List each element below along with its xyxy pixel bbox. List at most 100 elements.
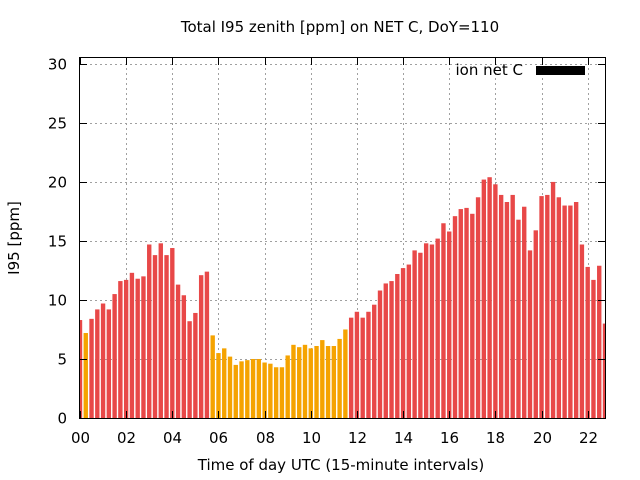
bar	[256, 358, 262, 418]
bar	[285, 355, 290, 418]
axis-ticks	[80, 58, 605, 419]
x-tick-label: 02	[117, 429, 136, 447]
bar	[216, 353, 221, 418]
bar	[118, 281, 123, 418]
bar	[268, 363, 273, 418]
bars	[80, 177, 605, 418]
bar	[291, 344, 296, 418]
bar	[227, 356, 233, 418]
bar	[475, 197, 481, 418]
bar	[112, 294, 117, 418]
bar	[504, 202, 510, 418]
bar	[435, 238, 440, 418]
bar	[158, 243, 163, 418]
bar	[470, 213, 475, 418]
bar	[123, 279, 129, 418]
bar	[487, 177, 492, 418]
bar	[302, 344, 308, 418]
bar	[135, 278, 140, 418]
bar	[585, 266, 590, 418]
x-tick-label: 06	[209, 429, 228, 447]
bar	[498, 194, 504, 418]
bar	[297, 347, 302, 418]
bar	[527, 250, 533, 418]
bar	[389, 281, 394, 418]
bar	[164, 255, 169, 418]
bar	[395, 274, 400, 418]
y-tick-label: 5	[57, 351, 67, 369]
x-tick-label: 00	[71, 429, 90, 447]
bar	[147, 244, 152, 418]
bar	[106, 309, 112, 418]
bar	[539, 196, 544, 418]
bar	[239, 361, 244, 418]
bar	[597, 265, 602, 418]
x-tick-label: 14	[394, 429, 413, 447]
bar	[354, 311, 360, 418]
legend-swatch	[536, 66, 585, 75]
y-tick-label: 20	[48, 174, 67, 192]
bar	[187, 321, 192, 418]
y-tick-label: 30	[48, 56, 67, 74]
bar	[204, 271, 210, 418]
bar	[181, 295, 187, 418]
legend-label: ion net C	[456, 61, 523, 79]
bar	[447, 231, 452, 418]
bar	[516, 219, 521, 418]
bar	[568, 205, 573, 418]
bar	[464, 207, 469, 418]
bar	[80, 320, 83, 418]
bar	[573, 202, 579, 418]
bar	[83, 333, 88, 418]
bar	[170, 248, 175, 418]
bar	[175, 284, 181, 418]
x-tick-label: 04	[163, 429, 182, 447]
bar	[550, 181, 556, 418]
bar	[222, 348, 227, 418]
bar	[360, 317, 365, 418]
bar	[366, 311, 371, 418]
bar	[510, 194, 515, 418]
y-axis-label: I95 [ppm]	[5, 201, 23, 275]
bar	[377, 290, 383, 418]
bar	[481, 179, 487, 418]
y-tick-labels: 0 5 10 15 20 25 30	[48, 56, 67, 428]
bar	[343, 329, 348, 418]
x-tick-label: 18	[486, 429, 505, 447]
x-tick-label: 08	[256, 429, 275, 447]
bar	[152, 255, 158, 418]
bar	[273, 367, 279, 418]
bar	[522, 206, 527, 418]
y-tick-label: 10	[48, 292, 67, 310]
bar	[556, 197, 562, 418]
bar	[545, 194, 550, 418]
bar	[198, 275, 204, 418]
bar	[423, 243, 429, 418]
x-tick-labels: 00 02 04 06 08 10 12 14 16 18 20 22	[71, 429, 598, 447]
bar	[245, 360, 250, 418]
bar	[337, 338, 342, 418]
bar	[452, 216, 458, 418]
bar	[314, 346, 319, 418]
bar	[591, 279, 596, 418]
plot-frame	[79, 57, 606, 419]
bar	[320, 340, 325, 418]
bar	[100, 303, 106, 418]
bar	[279, 367, 285, 418]
bar	[250, 358, 256, 418]
bar	[141, 276, 146, 418]
bar	[348, 317, 354, 418]
y-tick-label: 0	[57, 410, 67, 428]
bar	[579, 244, 585, 418]
x-tick-label: 10	[302, 429, 321, 447]
bar	[412, 250, 417, 418]
y-tick-label: 15	[48, 233, 67, 251]
bar	[429, 244, 435, 418]
chart-title: Total I95 zenith [ppm] on NET C, DoY=110	[180, 18, 499, 36]
y-tick-label: 25	[48, 115, 67, 133]
bar	[233, 364, 238, 418]
x-axis-label: Time of day UTC (15-minute intervals)	[197, 456, 484, 474]
bar	[129, 272, 135, 418]
x-tick-label: 20	[533, 429, 552, 447]
